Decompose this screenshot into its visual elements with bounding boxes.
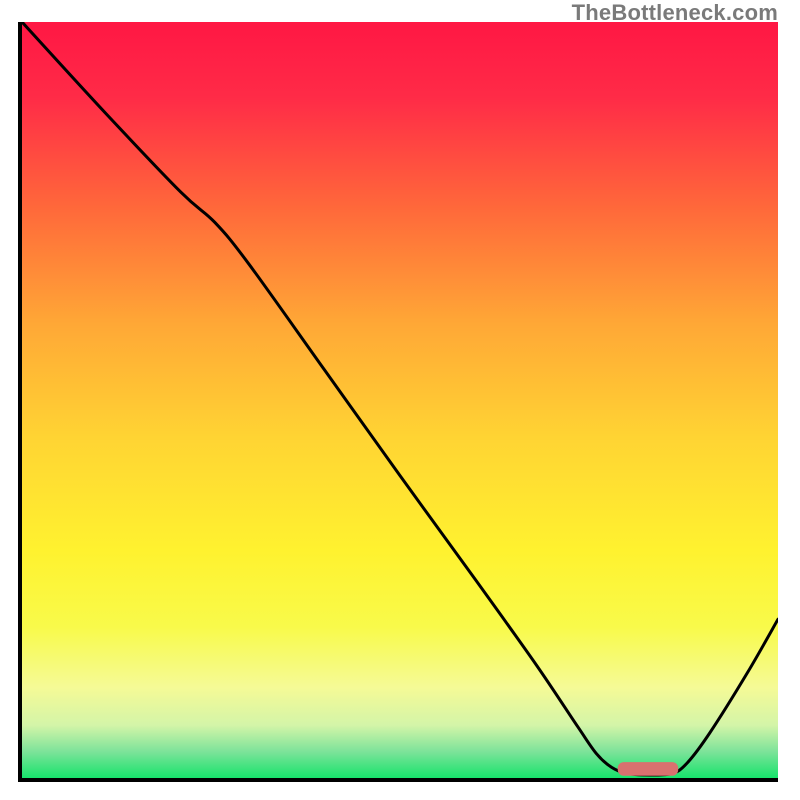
x-axis-line [18, 778, 778, 782]
optimal-marker [618, 762, 678, 776]
chart-container: { "watermark": { "text": "TheBottleneck.… [0, 0, 800, 800]
plot-area [22, 22, 778, 778]
watermark-text: TheBottleneck.com [572, 0, 778, 26]
y-axis-line [18, 22, 22, 778]
bottleneck-curve [22, 22, 778, 775]
curve-layer [22, 22, 778, 778]
